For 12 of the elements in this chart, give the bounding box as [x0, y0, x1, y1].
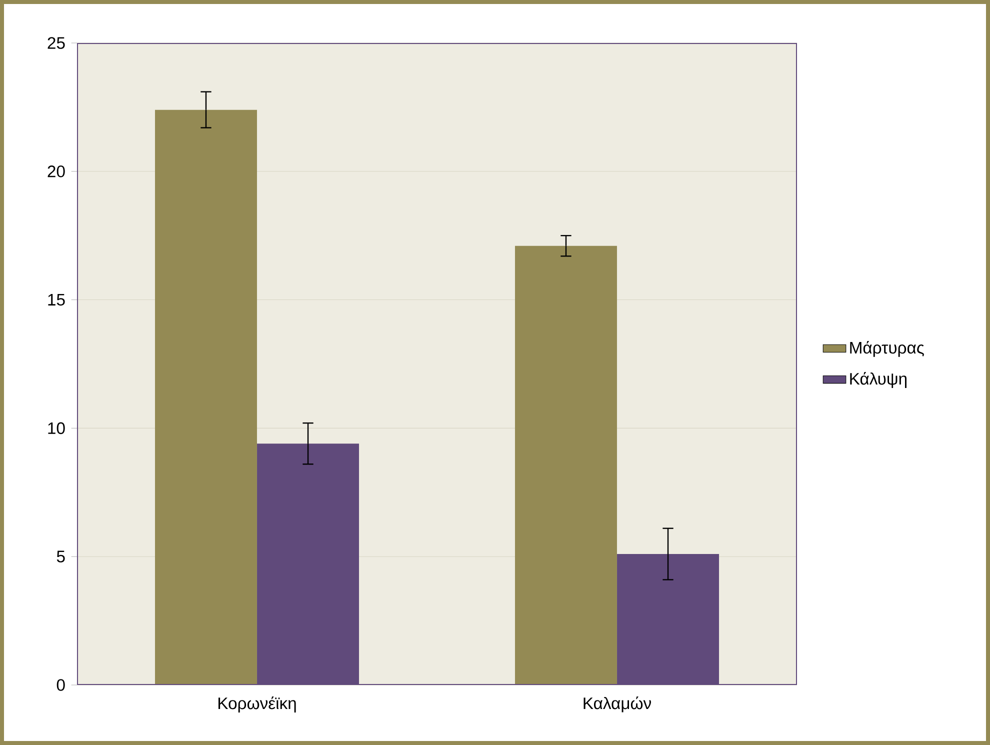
y-tick-label: 20 [48, 166, 65, 178]
x-tick-label: Κορωνέϊκη [218, 696, 296, 713]
legend-label: Κάλυψη [850, 372, 906, 388]
y-tick-label: 5 [56, 550, 65, 562]
y-tick-label: 10 [48, 422, 65, 434]
x-tick-label: Καλαμών [584, 696, 651, 712]
bar [514, 246, 617, 685]
legend-label: Μάρτυρας [850, 340, 924, 357]
y-tick-label: 15 [48, 294, 65, 306]
y-tick-label: 0 [56, 679, 65, 691]
bar [155, 110, 257, 685]
y-tick-label: 25 [48, 37, 65, 49]
